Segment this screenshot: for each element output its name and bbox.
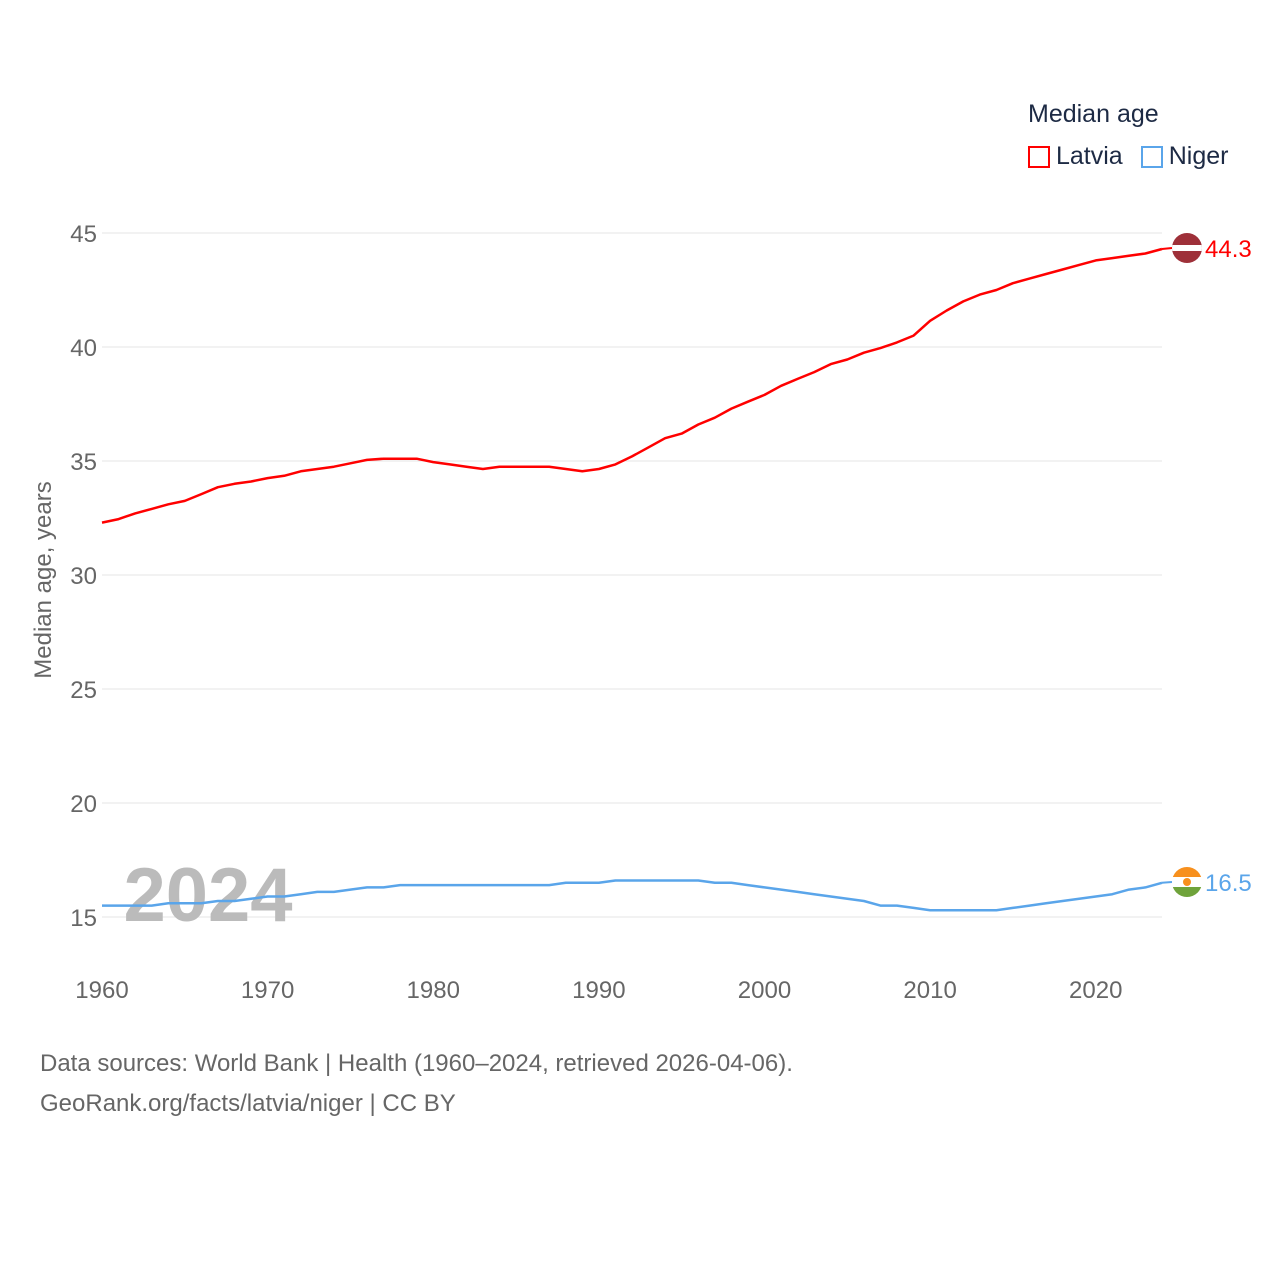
y-axis-label: Median age, years (30, 481, 57, 678)
y-tick-label: 40 (70, 335, 97, 362)
x-tick-label: 2020 (1069, 977, 1122, 1004)
x-tick-label: 2010 (903, 977, 956, 1004)
x-tick-label: 1990 (572, 977, 625, 1004)
legend-item-latvia[interactable]: Latvia (1028, 142, 1123, 171)
flag-latvia-icon (1172, 233, 1202, 263)
x-tick-label: 1970 (241, 977, 294, 1004)
end-value-label-niger: 16.5 (1205, 870, 1252, 897)
source-note: Data sources: World Bank | Health (1960–… (40, 1044, 793, 1124)
y-tick-label: 45 (70, 221, 97, 248)
y-tick-label: 15 (70, 905, 97, 932)
y-tick-label: 25 (70, 677, 97, 704)
source-line-1: Data sources: World Bank | Health (1960–… (40, 1050, 793, 1077)
end-connector (1161, 881, 1173, 884)
end-value-label-latvia: 44.3 (1205, 236, 1252, 263)
legend: Latvia Niger (1028, 142, 1228, 171)
y-tick-label: 20 (70, 791, 97, 818)
series-line-latvia (101, 247, 1163, 524)
y-tick-label: 35 (70, 449, 97, 476)
legend-label-latvia: Latvia (1056, 142, 1123, 170)
x-tick-label: 1960 (75, 977, 128, 1004)
legend-item-niger[interactable]: Niger (1140, 142, 1229, 171)
x-tick-label: 1980 (407, 977, 460, 1004)
y-tick-label: 30 (70, 563, 97, 590)
end-connector (1161, 247, 1173, 250)
source-line-2[interactable]: GeoRank.org/facts/latvia/niger | CC BY (40, 1090, 456, 1117)
legend-title: Median age (1028, 100, 1159, 128)
legend-swatch-niger (1140, 145, 1163, 168)
series-line-niger (102, 879, 1163, 912)
legend-label-niger: Niger (1168, 142, 1229, 170)
year-watermark: 2024 (123, 853, 292, 938)
flag-niger-icon (1172, 867, 1202, 897)
legend-swatch-latvia (1028, 145, 1050, 168)
x-tick-label: 2000 (738, 977, 791, 1004)
